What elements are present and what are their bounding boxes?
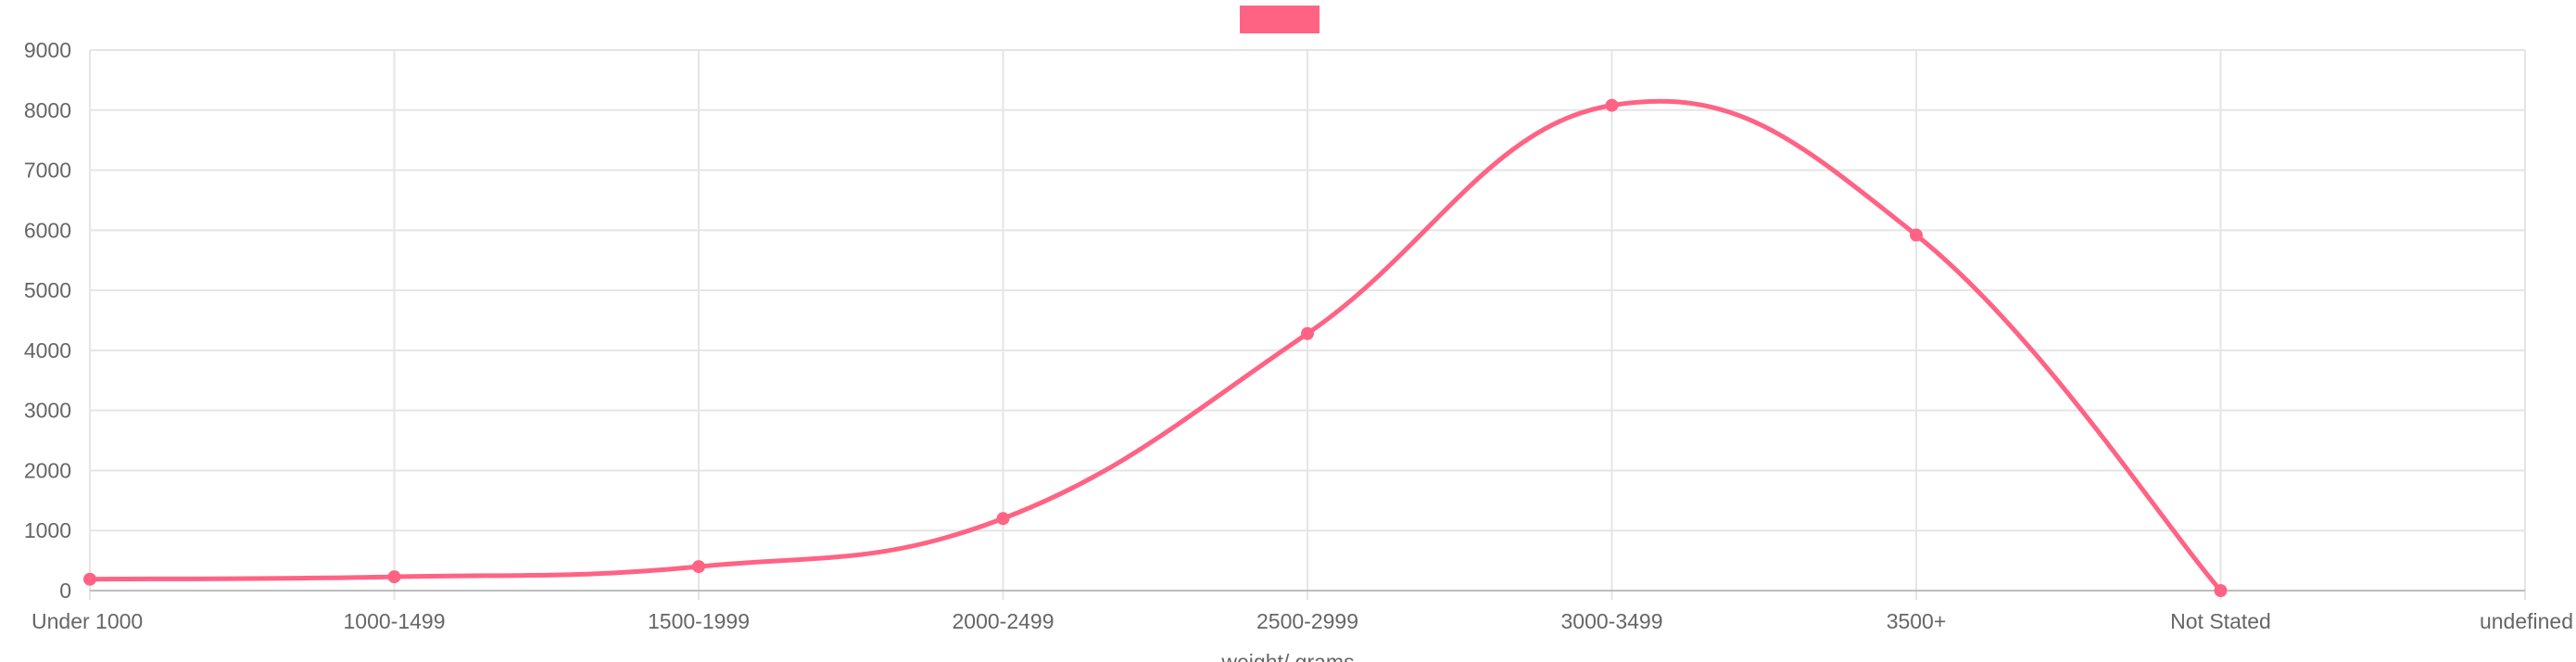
x-tick-label: Not Stated — [2170, 609, 2271, 633]
data-point[interactable] — [1910, 228, 1923, 242]
y-tick-label: 9000 — [24, 38, 71, 62]
legend-swatch[interactable] — [1240, 6, 1320, 33]
x-tick-label: 2500-2999 — [1256, 609, 1358, 633]
x-axis-ticks: Under 1000 1000-1499 1500-1999 2000-2499 250… — [32, 609, 2573, 633]
y-axis-ticks: 0 1000 2000 3000 4000 5000 6000 7000 8000 9000 — [24, 38, 71, 603]
data-point[interactable] — [692, 560, 705, 574]
data-point[interactable] — [1605, 98, 1619, 112]
x-tick-label: 2000-2499 — [953, 609, 1054, 633]
data-point[interactable] — [387, 570, 401, 584]
y-tick-label: 5000 — [24, 278, 71, 302]
data-point[interactable] — [83, 572, 96, 586]
y-tick-label: 4000 — [24, 338, 71, 363]
y-tick-label: 3000 — [24, 399, 71, 423]
data-point[interactable] — [1301, 326, 1314, 340]
x-tick-label: 1500-1999 — [648, 609, 750, 633]
x-tick-label: undefined — [2480, 609, 2573, 633]
series-points — [83, 98, 2228, 597]
y-tick-label: 2000 — [24, 458, 71, 482]
x-tick-label: 1000-1499 — [344, 609, 446, 633]
x-axis-title: weight/ grams — [1220, 650, 1354, 662]
data-point[interactable] — [996, 512, 1010, 526]
y-tick-label: 7000 — [24, 159, 71, 183]
y-tick-label: 0 — [59, 579, 71, 603]
x-tick-label: 3500+ — [1887, 609, 1947, 633]
y-tick-label: 8000 — [24, 98, 71, 122]
y-tick-label: 1000 — [24, 518, 71, 542]
x-tick-label: Under 1000 — [32, 609, 143, 633]
x-tick-label: 3000-3499 — [1561, 609, 1663, 633]
y-tick-label: 6000 — [24, 218, 71, 242]
series-line — [87, 98, 2223, 593]
data-point[interactable] — [2214, 584, 2228, 597]
x-grid — [89, 50, 2526, 600]
